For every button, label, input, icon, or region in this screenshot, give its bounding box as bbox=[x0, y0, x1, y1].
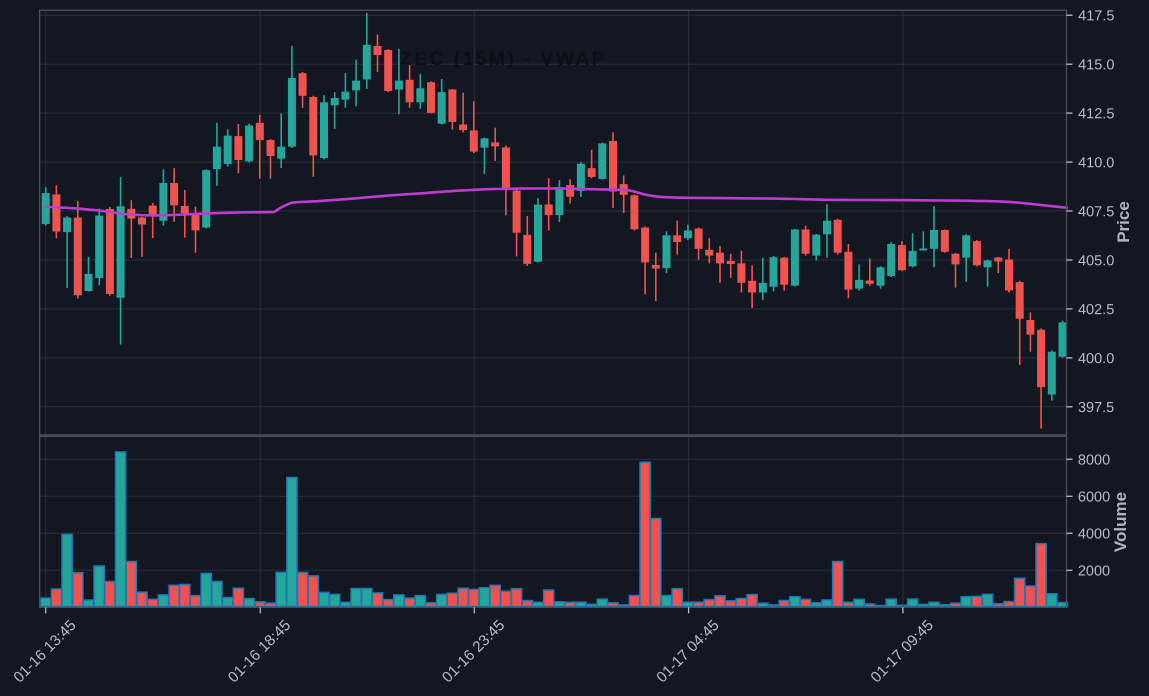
svg-text:Price: Price bbox=[1114, 201, 1133, 243]
svg-text:415.0: 415.0 bbox=[1078, 57, 1114, 73]
svg-text:405.0: 405.0 bbox=[1078, 253, 1114, 269]
svg-text:400.0: 400.0 bbox=[1078, 351, 1114, 367]
svg-text:410.0: 410.0 bbox=[1078, 155, 1114, 171]
svg-text:417.5: 417.5 bbox=[1078, 8, 1114, 24]
svg-text:412.5: 412.5 bbox=[1078, 106, 1114, 122]
svg-text:6000: 6000 bbox=[1078, 490, 1110, 506]
svg-text:4000: 4000 bbox=[1078, 527, 1110, 543]
svg-text:397.5: 397.5 bbox=[1078, 400, 1114, 416]
svg-text:402.5: 402.5 bbox=[1078, 302, 1114, 318]
svg-text:Volume: Volume bbox=[1111, 492, 1130, 552]
svg-text:ZEC (15M) - VWAP: ZEC (15M) - VWAP bbox=[400, 48, 607, 70]
svg-text:2000: 2000 bbox=[1078, 564, 1110, 580]
svg-text:8000: 8000 bbox=[1078, 453, 1110, 469]
svg-text:407.5: 407.5 bbox=[1078, 204, 1114, 220]
